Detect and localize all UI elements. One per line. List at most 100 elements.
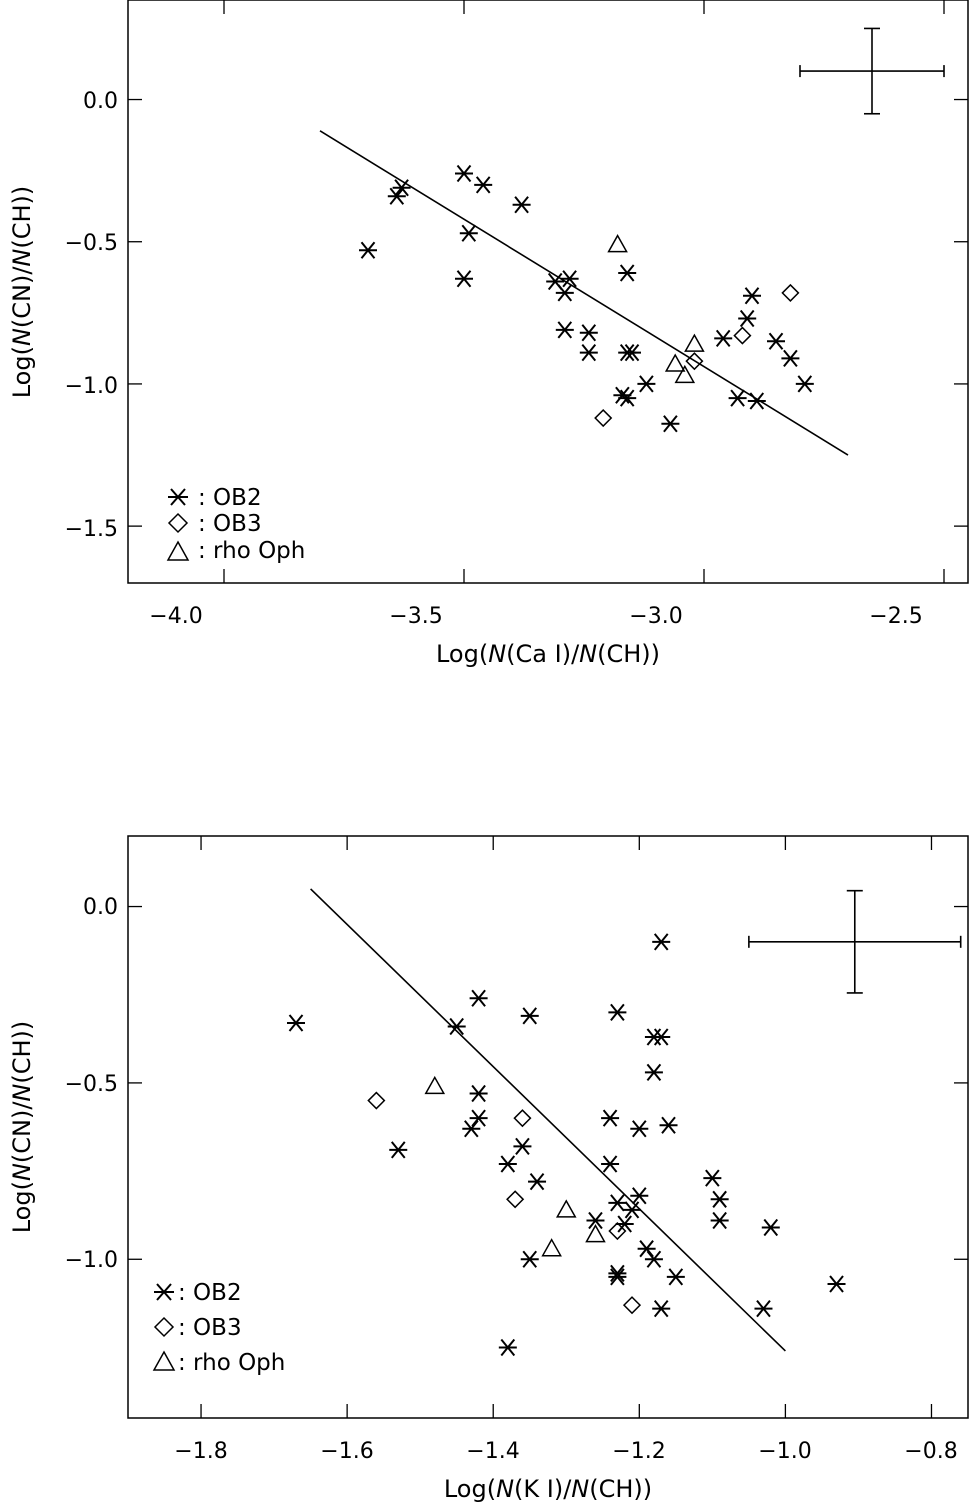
legend-label-ob3: : OB3 — [178, 1315, 242, 1341]
plot-area — [128, 836, 968, 1418]
y-tick-labels: 0.0 −0.5 −1.0 — [65, 895, 118, 1273]
point-ob2 — [579, 344, 598, 362]
x-tick-label: −1.2 — [612, 1439, 665, 1464]
x-tick-label: −1.8 — [174, 1439, 227, 1464]
point-ob2 — [630, 1120, 649, 1138]
point-ob2 — [513, 1137, 532, 1156]
point-ob3 — [367, 1091, 386, 1110]
plot-frame — [127, 0, 969, 584]
point-ob2 — [555, 321, 574, 339]
y-tick-label: −1.5 — [65, 517, 118, 542]
y-tick-label: −0.5 — [65, 1072, 118, 1097]
point-ob2 — [659, 1116, 678, 1134]
point-ob2 — [743, 287, 761, 305]
point-ob2 — [601, 1155, 620, 1173]
point-ob2 — [637, 375, 656, 393]
point-ob2 — [608, 1003, 627, 1021]
point-rho-oph — [607, 234, 628, 253]
legend: : OB2 : OB3 : rho Oph — [152, 1280, 285, 1376]
x-tick-label: −2.5 — [869, 604, 922, 629]
point-rho-oph — [585, 1224, 606, 1243]
point-ob2 — [767, 332, 785, 350]
x-tick-label: −1.6 — [320, 1439, 373, 1464]
legend-marker-ob3 — [167, 512, 189, 534]
x-tick-label: −3.0 — [629, 604, 682, 629]
point-ob2 — [637, 1240, 656, 1258]
legend-marker-rho-oph — [166, 540, 190, 561]
point-ob2 — [644, 1250, 663, 1268]
point-ob2 — [618, 264, 637, 282]
point-ob2 — [498, 1155, 517, 1173]
point-rho-oph — [684, 333, 705, 352]
point-ob2 — [608, 1264, 627, 1283]
point-ob3 — [781, 283, 800, 302]
y-tick-labels: 0.0 −0.5 −1.0 −1.5 — [65, 89, 118, 542]
point-ob3 — [594, 408, 613, 428]
legend: : OB2 : OB3 : rho Oph — [166, 485, 305, 564]
point-ob2 — [498, 1338, 517, 1357]
fit-line — [319, 130, 849, 456]
point-ob3 — [733, 326, 752, 345]
point-ob2 — [560, 270, 579, 288]
point-rho-oph — [664, 353, 686, 372]
x-tick-labels: −4.0 −3.5 −3.0 −2.5 — [149, 604, 922, 629]
legend-label-ob3: : OB3 — [198, 511, 262, 537]
point-ob2 — [455, 164, 473, 183]
point-ob2 — [703, 1169, 722, 1187]
point-ob2 — [754, 1300, 773, 1318]
point-ob2 — [555, 284, 574, 302]
x-tick-label: −1.4 — [466, 1439, 519, 1464]
point-ob2 — [652, 933, 671, 951]
point-ob2 — [608, 1194, 627, 1212]
legend-label-ob2: : OB2 — [178, 1280, 242, 1306]
point-ob2 — [392, 179, 411, 197]
point-ob2 — [728, 389, 747, 407]
point-ob2 — [827, 1275, 846, 1293]
point-ob3 — [608, 1221, 627, 1241]
point-ob2 — [287, 1014, 305, 1032]
legend-marker-ob2 — [168, 488, 188, 506]
point-ob2 — [520, 1007, 539, 1025]
error-bar — [799, 27, 945, 115]
point-ob2 — [747, 392, 766, 410]
y-tick-label: −1.0 — [65, 1248, 118, 1273]
point-ob2 — [661, 415, 680, 433]
point-ob2 — [608, 1268, 627, 1286]
point-ob2 — [455, 270, 473, 288]
plot-frame — [127, 835, 969, 1419]
point-ob2 — [474, 176, 493, 194]
point-ob2 — [781, 349, 800, 367]
point-ob2 — [469, 1109, 488, 1127]
point-ob2 — [618, 389, 637, 407]
plot-area — [128, 0, 968, 583]
point-ob3 — [506, 1190, 525, 1209]
point-ob2 — [666, 1268, 685, 1286]
legend-marker-ob3 — [153, 1316, 175, 1338]
point-rho-oph — [424, 1075, 446, 1095]
point-ob2 — [630, 1187, 649, 1205]
y-tick-label: 0.0 — [83, 895, 118, 920]
point-ob2 — [738, 309, 757, 328]
point-ob2 — [710, 1190, 729, 1208]
x-axis-label: Log(N(K I)/N(CH)) — [444, 1475, 652, 1503]
point-ob2 — [528, 1173, 547, 1191]
point-ob2 — [623, 344, 641, 362]
point-ob2 — [389, 1141, 408, 1159]
point-ob2 — [579, 324, 598, 342]
point-rho-oph — [674, 364, 696, 384]
y-axis-label: Log(N(CN)/N(CH)) — [8, 1021, 36, 1234]
point-ob2 — [644, 1028, 663, 1046]
point-ob2 — [447, 1017, 466, 1036]
x-axis-label: Log(N(Ca I)/N(CH)) — [436, 640, 660, 668]
x-tick-labels: −1.8 −1.6 −1.4 −1.2 −1.0 −0.8 — [174, 1439, 957, 1464]
panel-top: 0.0 −0.5 −1.0 −1.5 −4.0 −3.5 −3.0 −2.5 L… — [8, 0, 969, 668]
point-ob2 — [469, 1084, 488, 1103]
point-rho-oph — [555, 1199, 577, 1218]
point-ob2 — [710, 1211, 729, 1230]
legend-marker-rho-oph — [152, 1350, 176, 1371]
point-ob2 — [469, 989, 488, 1007]
point-ob2 — [387, 187, 406, 205]
fit-line — [310, 888, 786, 1352]
point-ob2 — [586, 1211, 605, 1230]
